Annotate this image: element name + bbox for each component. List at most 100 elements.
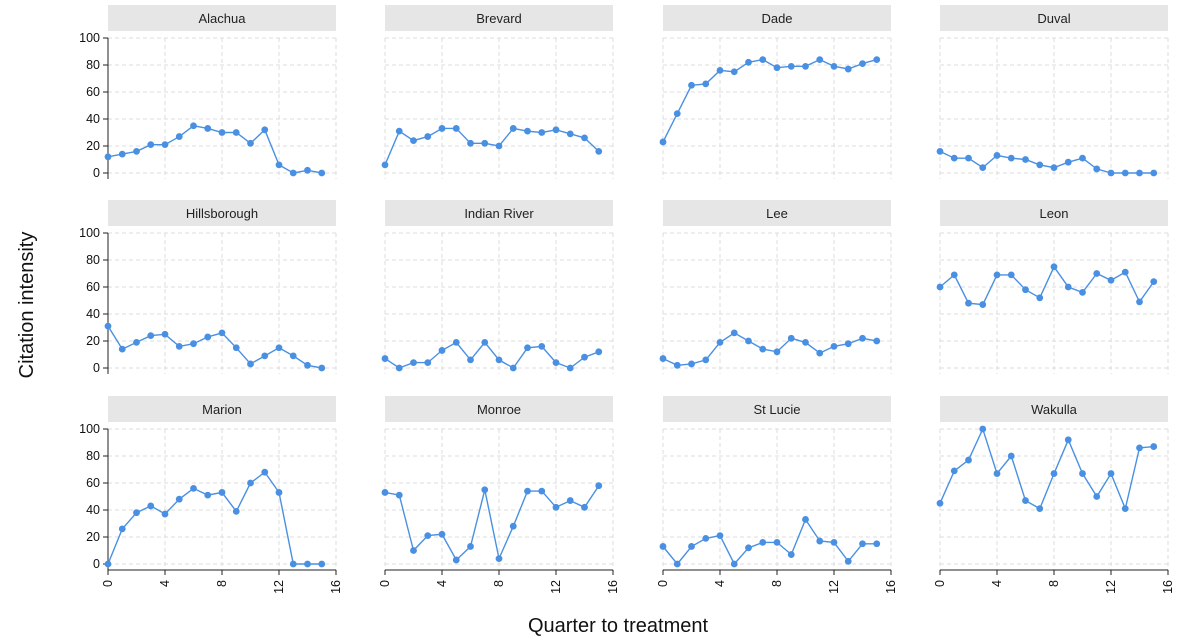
data-point: [1107, 169, 1115, 177]
data-point: [424, 359, 432, 366]
data-point: [787, 334, 795, 342]
data-point: [965, 299, 972, 307]
x-tick-label: 4: [713, 580, 727, 587]
data-point: [873, 337, 881, 345]
data-point: [1093, 493, 1101, 500]
data-point: [161, 510, 169, 518]
data-point: [481, 338, 489, 346]
data-point: [133, 148, 140, 155]
y-tick-label: 20: [86, 139, 100, 153]
data-point: [275, 489, 283, 496]
data-point: [1064, 283, 1072, 291]
data-point: [802, 62, 809, 70]
data-point: [859, 60, 866, 68]
data-point: [175, 495, 183, 503]
data-point: [830, 539, 838, 546]
data-point: [1150, 278, 1158, 285]
data-point: [1121, 505, 1129, 513]
series-line: [384, 127, 600, 166]
data-point: [566, 130, 574, 138]
data-point: [581, 134, 588, 142]
data-point: [410, 547, 417, 554]
data-point: [147, 141, 155, 149]
data-point: [745, 58, 752, 66]
x-tick-label: 8: [770, 580, 784, 587]
x-tick-label: 8: [492, 580, 506, 587]
x-tick-label: 0: [101, 580, 115, 587]
data-point: [452, 556, 460, 564]
data-point: [659, 138, 667, 146]
data-point: [716, 67, 724, 74]
data-point: [1036, 161, 1044, 169]
data-point: [566, 497, 574, 504]
data-point: [247, 479, 254, 487]
data-point: [745, 337, 752, 345]
data-point: [873, 56, 881, 63]
data-point: [950, 154, 958, 162]
data-point: [147, 332, 155, 339]
panel-title: St Lucie: [754, 402, 801, 417]
data-point: [1007, 271, 1015, 279]
data-point: [1064, 436, 1072, 444]
series-line: [662, 58, 877, 143]
data-point: [1007, 452, 1015, 460]
data-point: [673, 560, 681, 568]
data-point: [190, 340, 197, 348]
data-point: [524, 127, 531, 135]
x-tick-label: 4: [990, 580, 1004, 587]
y-tick-label: 40: [86, 307, 100, 321]
data-point: [381, 489, 389, 496]
data-point: [232, 507, 240, 515]
panel-title: Brevard: [476, 11, 522, 26]
data-point: [730, 560, 738, 568]
x-tick-label: 12: [1104, 580, 1118, 594]
panel-st-lucie: St Lucie 0 4 8 12 16: [656, 396, 898, 594]
x-tick-label: 0: [378, 580, 392, 587]
panel-marion: Marion 0 20 40 60 80 100 0 4 8 12 16: [79, 396, 343, 594]
data-point: [395, 364, 403, 372]
data-point: [552, 126, 560, 134]
x-tick-label: 0: [933, 580, 947, 587]
data-point: [581, 353, 588, 361]
data-point: [702, 534, 710, 542]
panel-strip: [108, 5, 336, 31]
data-point: [261, 126, 269, 134]
y-tick-label: 0: [93, 166, 100, 180]
data-point: [438, 347, 446, 354]
data-point: [104, 322, 112, 330]
data-point: [538, 487, 546, 495]
data-point: [673, 361, 681, 369]
data-point: [1136, 444, 1143, 452]
y-tick-label: 20: [86, 334, 100, 348]
data-point: [467, 356, 474, 364]
data-point: [873, 540, 881, 548]
data-point: [104, 153, 112, 161]
x-tick-label: 8: [215, 580, 229, 587]
y-tick-label: 100: [79, 31, 100, 45]
data-point: [1022, 286, 1029, 294]
data-point: [410, 359, 417, 366]
panel-title: Wakulla: [1031, 402, 1078, 417]
data-point: [304, 361, 311, 369]
x-axis-title: Quarter to treatment: [528, 615, 709, 637]
data-point: [844, 557, 852, 565]
data-point: [1079, 289, 1086, 296]
data-point: [759, 56, 767, 63]
data-point: [204, 491, 212, 499]
data-point: [993, 152, 1001, 159]
x-tick-label: 16: [329, 580, 343, 594]
data-point: [104, 560, 112, 568]
data-point: [538, 129, 546, 136]
data-point: [936, 283, 944, 291]
data-point: [175, 133, 183, 140]
panel-hillsborough: Hillsborough 0 20 40 60 80 100: [79, 200, 337, 375]
panel-dade: Dade: [659, 5, 892, 179]
data-point: [702, 356, 710, 364]
panel-strip: [663, 396, 891, 422]
y-tick-label: 0: [93, 557, 100, 571]
panel-title: Leon: [1040, 206, 1069, 221]
panel-title: Alachua: [199, 11, 247, 26]
series-line: [384, 341, 600, 369]
data-point: [859, 540, 866, 548]
x-tick-label: 16: [1161, 580, 1175, 594]
